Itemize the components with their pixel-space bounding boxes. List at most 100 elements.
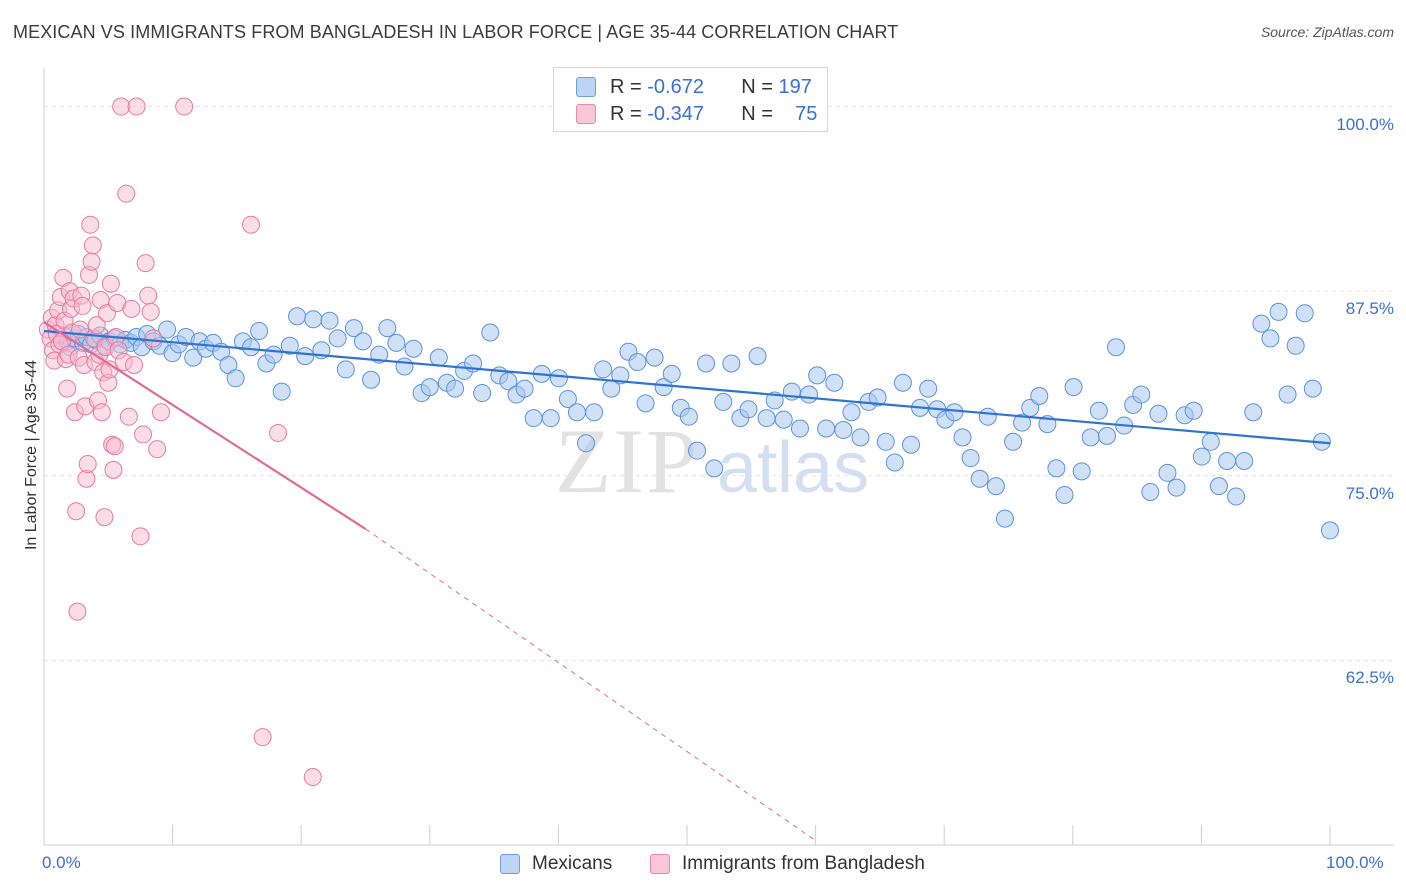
point-mexicans — [515, 379, 534, 398]
legend-swatch-pink — [650, 854, 670, 874]
point-mexicans — [481, 323, 500, 342]
point-bangladesh — [253, 728, 272, 747]
point-mexicans — [697, 354, 716, 373]
point-mexicans — [790, 419, 809, 438]
point-bangladesh — [136, 254, 155, 273]
point-mexicans — [1072, 462, 1091, 481]
point-mexicans — [1278, 385, 1297, 404]
point-mexicans — [995, 509, 1014, 528]
legend-swatch-blue — [576, 77, 596, 97]
point-mexicans — [226, 369, 245, 388]
point-mexicans — [1261, 329, 1280, 348]
point-mexicans — [320, 311, 339, 330]
point-mexicans — [241, 338, 260, 357]
point-mexicans — [628, 353, 647, 372]
point-bangladesh — [105, 437, 124, 456]
point-bangladesh — [117, 184, 136, 203]
point-mexicans — [1132, 385, 1151, 404]
point-mexicans — [1097, 426, 1116, 445]
point-bangladesh — [104, 460, 123, 479]
source-label: Source: ZipAtlas.com — [1260, 24, 1394, 40]
point-mexicans — [250, 322, 269, 341]
legend-row-bangladesh: R = -0.347 N = 75 — [576, 102, 817, 126]
legend-swatch-pink — [576, 104, 596, 124]
point-mexicans — [1295, 304, 1314, 323]
point-mexicans — [362, 370, 381, 389]
point-bangladesh — [119, 407, 138, 426]
point-mexicans — [970, 469, 989, 488]
point-mexicans — [296, 347, 315, 366]
point-mexicans — [825, 373, 844, 392]
point-mexicans — [353, 332, 372, 351]
point-mexicans — [757, 409, 776, 428]
y-tick-label: 62.5% — [1345, 668, 1394, 688]
point-mexicans — [387, 333, 406, 352]
series-bangladesh — [38, 97, 322, 787]
y-tick-label: 100.0% — [1336, 114, 1394, 134]
point-mexicans — [1013, 413, 1032, 432]
correlation-legend: R = -0.672 N = 197 R = -0.347 N = 75 — [553, 67, 828, 132]
point-mexicans — [1201, 432, 1220, 451]
legend-row-mexicans: R = -0.672 N = 197 — [576, 75, 812, 99]
point-mexicans — [446, 379, 465, 398]
point-mexicans — [1209, 477, 1228, 496]
trend-lines — [43, 321, 1331, 841]
point-mexicans — [722, 354, 741, 373]
trend-line-bangladesh-extension — [365, 528, 816, 841]
point-mexicans — [1149, 404, 1168, 423]
point-bangladesh — [303, 768, 322, 787]
point-mexicans — [558, 389, 577, 408]
point-mexicans — [1252, 314, 1271, 333]
point-mexicans — [585, 403, 604, 422]
point-mexicans — [774, 410, 793, 429]
point-mexicans — [1081, 428, 1100, 447]
point-bangladesh — [92, 403, 111, 422]
bottom-legend-bangladesh[interactable]: Immigrants from Bangladesh — [650, 851, 925, 877]
point-bangladesh — [148, 440, 167, 459]
point-mexicans — [705, 459, 724, 478]
point-mexicans — [594, 360, 613, 379]
point-mexicans — [499, 372, 518, 391]
point-mexicans — [808, 366, 827, 385]
point-mexicans — [868, 388, 887, 407]
point-mexicans — [328, 329, 347, 348]
point-mexicans — [945, 403, 964, 422]
point-mexicans — [1286, 336, 1305, 355]
point-mexicans — [842, 403, 861, 422]
point-mexicans — [1192, 447, 1211, 466]
point-bangladesh — [68, 602, 87, 621]
point-mexicans — [1184, 401, 1203, 420]
point-bangladesh — [112, 97, 131, 116]
point-bangladesh — [83, 236, 102, 255]
point-bangladesh — [269, 423, 288, 442]
point-mexicans — [961, 449, 980, 468]
point-mexicans — [817, 419, 836, 438]
point-mexicans — [395, 357, 414, 376]
point-mexicans — [304, 310, 323, 329]
watermark: ZIP atlas — [555, 410, 869, 512]
y-tick-label: 87.5% — [1345, 299, 1394, 319]
legend-r-label: R = — [610, 102, 642, 125]
point-bangladesh — [134, 425, 153, 444]
point-bangladesh — [73, 296, 92, 315]
grid-lines — [44, 106, 1394, 661]
point-mexicans — [1303, 379, 1322, 398]
point-bangladesh — [242, 215, 261, 234]
point-bangladesh — [101, 274, 120, 293]
axes — [43, 68, 1394, 846]
point-bangladesh — [141, 302, 160, 321]
point-mexicans — [344, 319, 363, 338]
point-mexicans — [1004, 432, 1023, 451]
point-mexicans — [1218, 452, 1237, 470]
point-mexicans — [473, 384, 492, 403]
point-mexicans — [978, 407, 997, 426]
trend-line-bangladesh — [43, 321, 367, 530]
point-mexicans — [288, 307, 307, 326]
bottom-legend-mexicans[interactable]: Mexicans — [500, 851, 612, 877]
watermark-atlas: atlas — [717, 428, 869, 508]
point-mexicans — [567, 403, 586, 422]
point-bangladesh — [58, 379, 77, 398]
point-mexicans — [876, 432, 895, 451]
point-mexicans — [851, 428, 870, 447]
point-mexicans — [336, 360, 355, 379]
